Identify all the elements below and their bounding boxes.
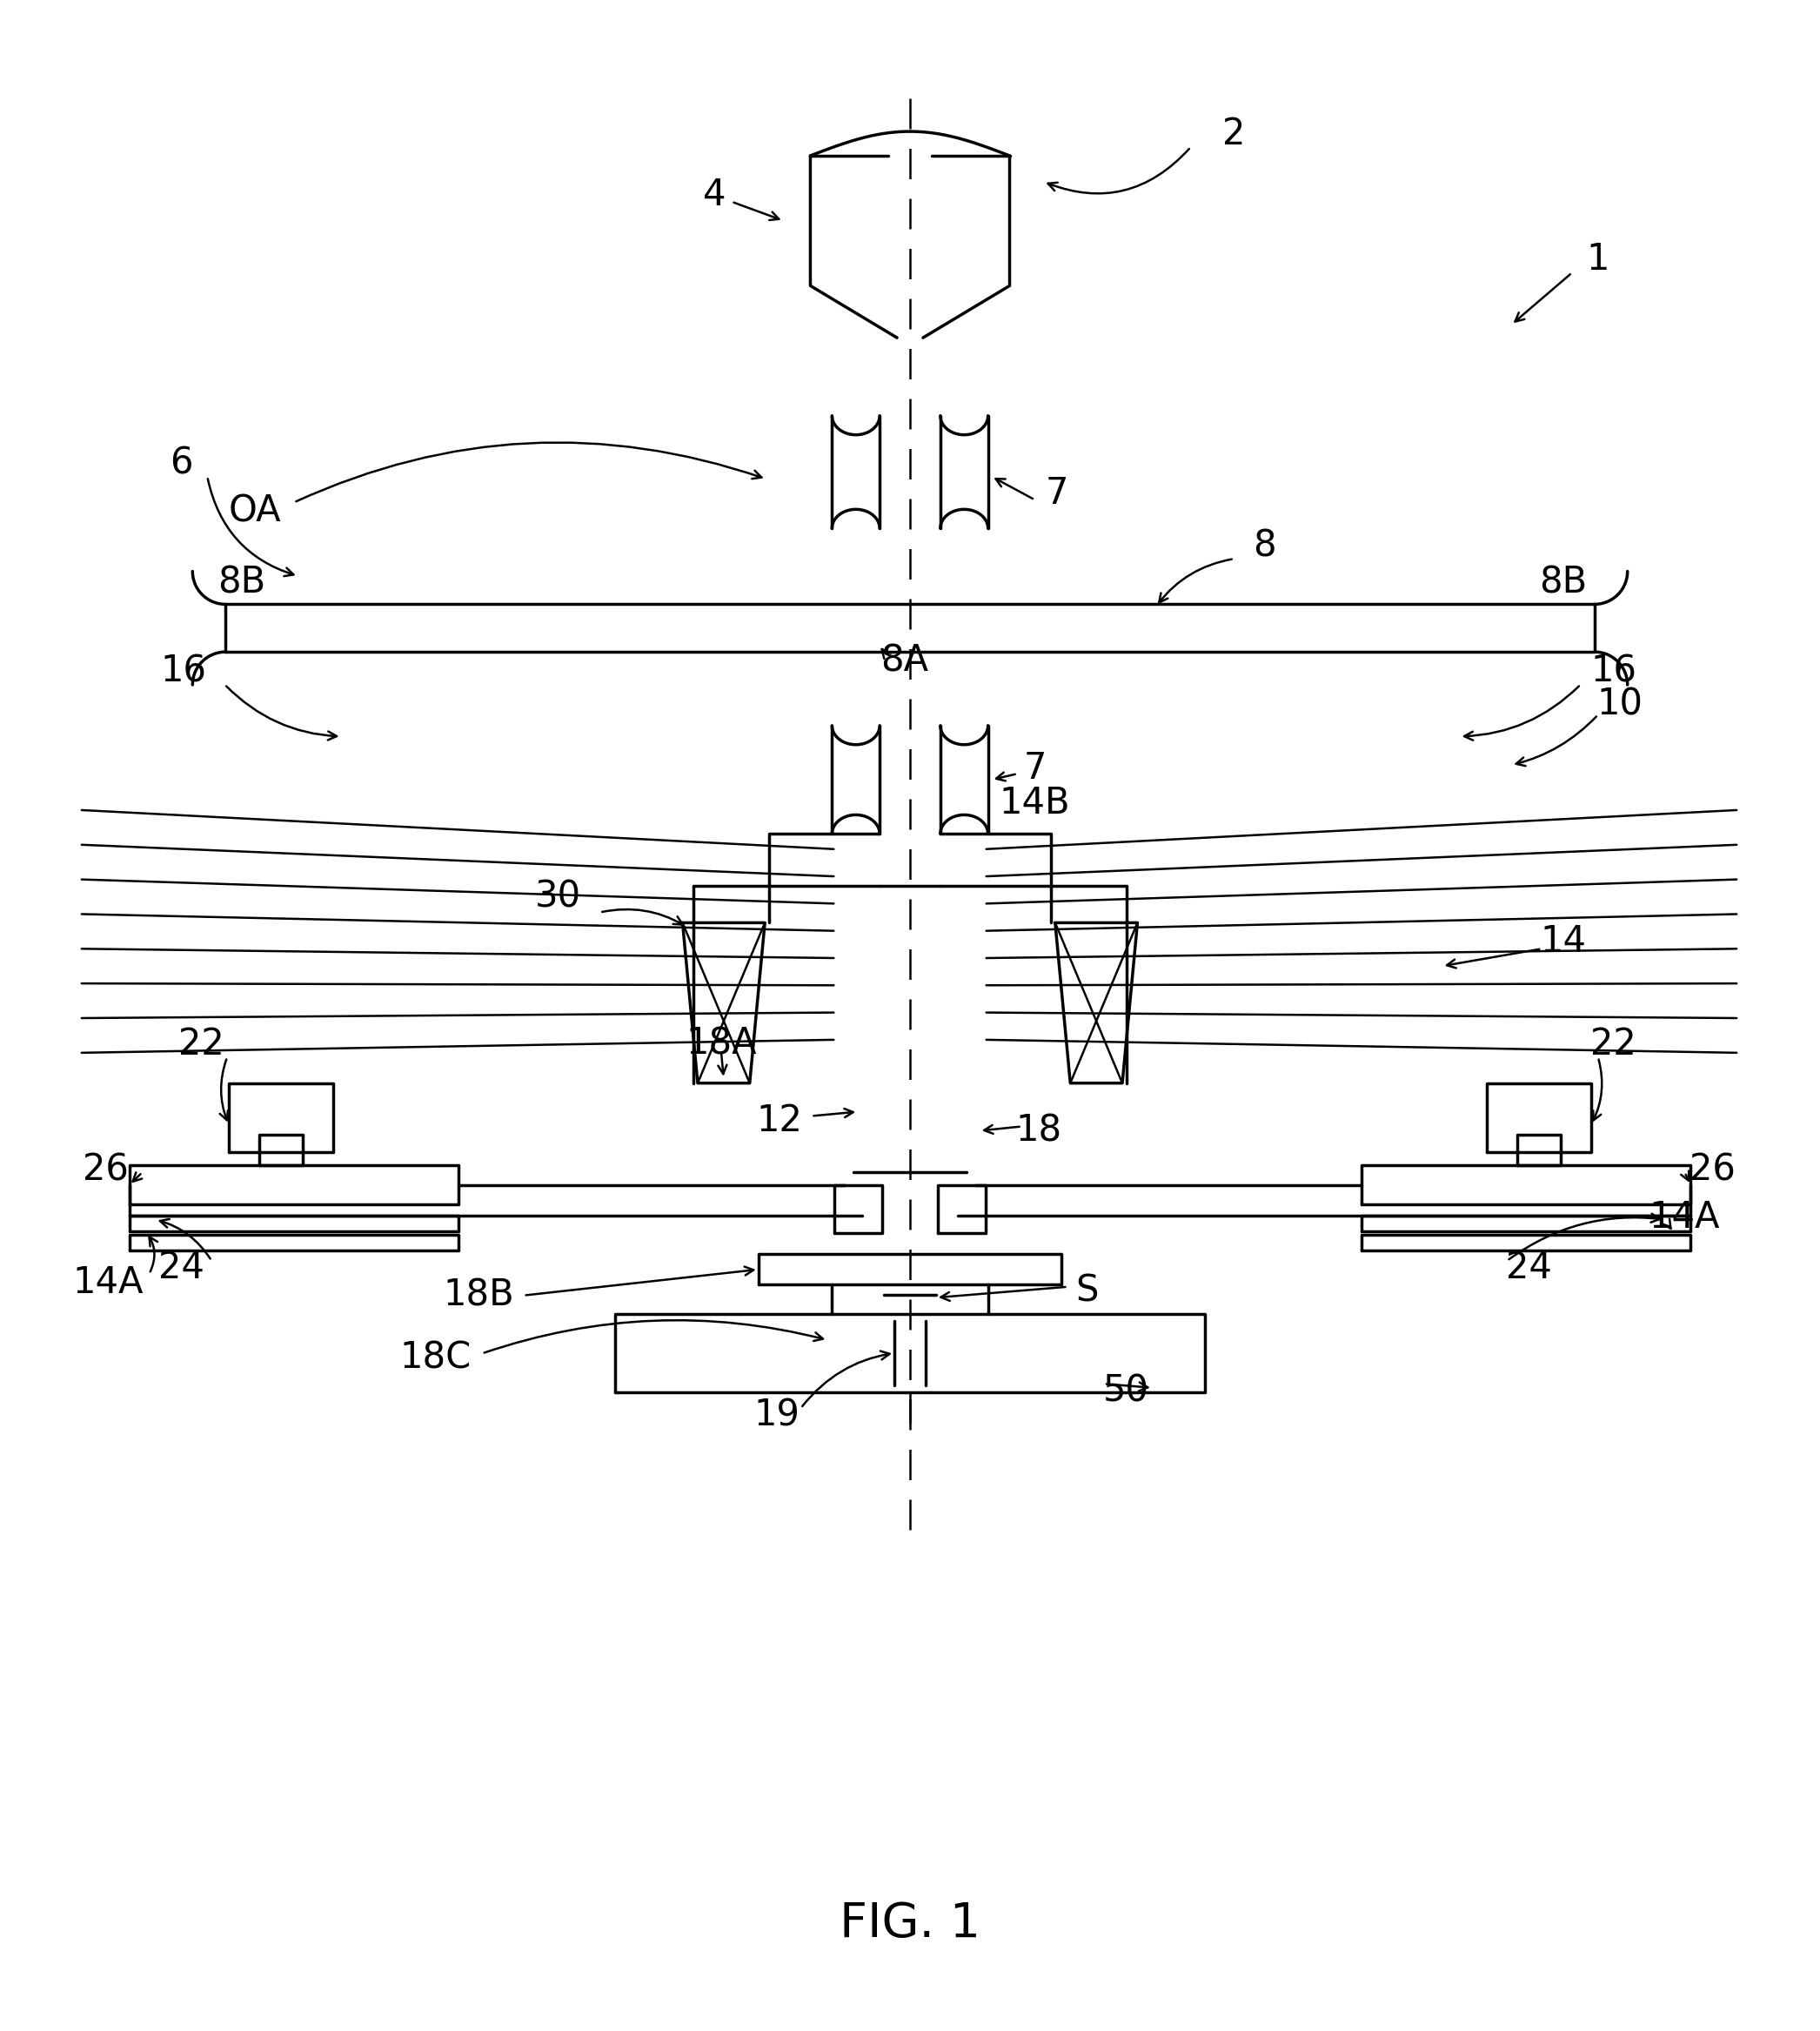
Text: 24: 24 bbox=[158, 1249, 204, 1286]
Text: 8B: 8B bbox=[1540, 565, 1587, 601]
Text: 18C: 18C bbox=[399, 1340, 471, 1377]
Text: 7: 7 bbox=[1045, 475, 1068, 512]
Text: 8B: 8B bbox=[218, 565, 266, 601]
Text: 16: 16 bbox=[160, 654, 207, 691]
Text: OA: OA bbox=[229, 494, 282, 530]
Text: 18B: 18B bbox=[442, 1277, 513, 1314]
Text: 18: 18 bbox=[1016, 1113, 1063, 1150]
Text: FIG. 1: FIG. 1 bbox=[839, 1901, 981, 1948]
Text: 14: 14 bbox=[1540, 924, 1587, 961]
Text: 1: 1 bbox=[1587, 242, 1609, 278]
Text: 18A: 18A bbox=[686, 1026, 757, 1062]
Text: 7: 7 bbox=[1023, 749, 1046, 786]
Text: 8: 8 bbox=[1252, 528, 1276, 565]
Text: 2: 2 bbox=[1223, 116, 1245, 152]
Text: 50: 50 bbox=[1103, 1373, 1148, 1410]
Text: 19: 19 bbox=[753, 1397, 799, 1434]
Text: S: S bbox=[1076, 1273, 1097, 1310]
Text: 12: 12 bbox=[755, 1103, 803, 1139]
Text: 24: 24 bbox=[1505, 1249, 1552, 1286]
Text: 26: 26 bbox=[84, 1152, 129, 1188]
Text: 4: 4 bbox=[703, 177, 726, 213]
Text: 14A: 14A bbox=[73, 1263, 144, 1300]
Text: 22: 22 bbox=[1591, 1026, 1636, 1062]
Text: 30: 30 bbox=[535, 879, 581, 916]
Text: 16: 16 bbox=[1591, 654, 1636, 691]
Text: 10: 10 bbox=[1596, 686, 1643, 723]
Text: 14A: 14A bbox=[1649, 1198, 1720, 1235]
Text: 22: 22 bbox=[178, 1026, 224, 1062]
Text: 26: 26 bbox=[1689, 1152, 1736, 1188]
Text: 8A: 8A bbox=[881, 642, 928, 678]
Text: 6: 6 bbox=[169, 445, 193, 481]
Text: 14B: 14B bbox=[999, 784, 1070, 821]
